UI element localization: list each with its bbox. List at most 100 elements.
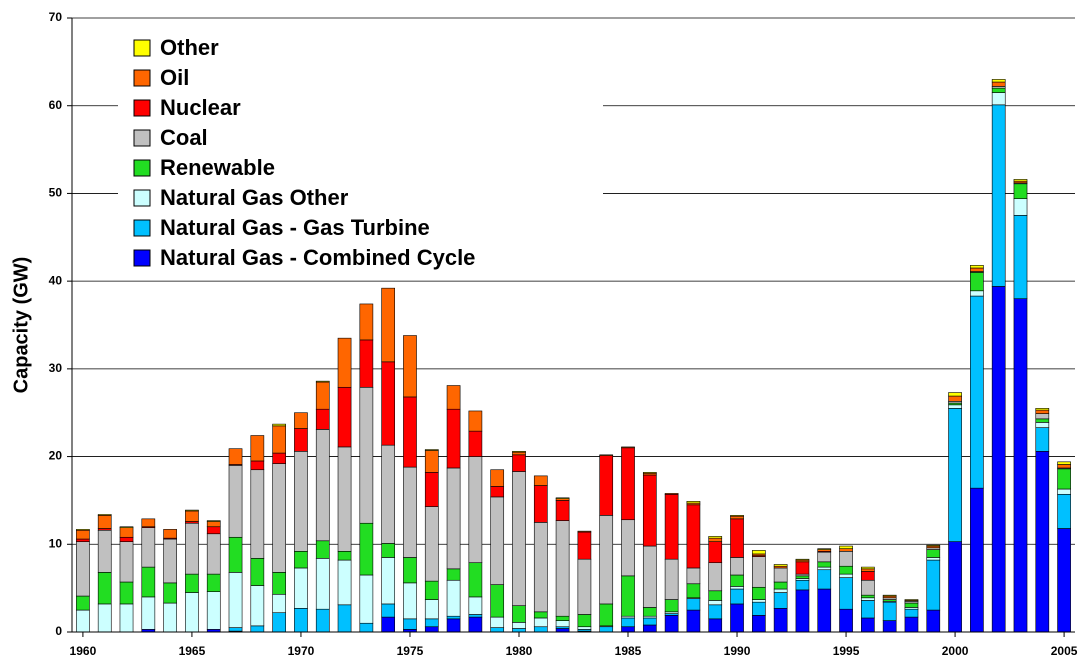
- bar-segment: [904, 602, 919, 608]
- bar-segment: [577, 531, 592, 560]
- bar-segment: [97, 529, 112, 573]
- bar-segment: [904, 608, 919, 618]
- legend-swatch: [133, 99, 151, 117]
- bar-segment: [839, 573, 853, 578]
- bar-segment: [97, 572, 112, 605]
- bar-segment: [1013, 198, 1028, 216]
- legend-label: Natural Gas - Gas Turbine: [160, 215, 430, 240]
- bar-segment: [359, 386, 374, 524]
- bar-segment: [817, 588, 832, 633]
- bar-segment: [773, 567, 788, 583]
- bar-segment: [490, 486, 505, 498]
- bar-segment: [1035, 409, 1050, 414]
- bar-segment: [315, 540, 330, 559]
- bar-segment: [555, 628, 570, 633]
- bar-segment: [97, 515, 112, 529]
- x-tick-label: 1980: [506, 644, 533, 658]
- bar-segment: [708, 537, 723, 542]
- bar-segment: [294, 551, 308, 569]
- bar-segment: [795, 561, 810, 575]
- bar-segment: [555, 500, 570, 521]
- bar-segment: [424, 626, 439, 633]
- bar-segment: [228, 536, 243, 573]
- bar-segment: [337, 559, 352, 606]
- bar-segment: [381, 361, 396, 446]
- bar-segment: [882, 601, 897, 621]
- bar-segment: [686, 567, 701, 585]
- bar-segment: [817, 548, 832, 550]
- bar-segment: [272, 425, 286, 454]
- bar-segment: [315, 408, 330, 430]
- x-tick-label: 1990: [724, 644, 751, 658]
- bar-segment: [490, 469, 505, 487]
- y-tick-label: 50: [49, 186, 63, 200]
- bar-segment: [686, 598, 701, 611]
- bar-segment: [512, 622, 526, 629]
- bar-segment: [795, 589, 810, 633]
- bar-segment: [533, 485, 548, 523]
- bar-segment: [664, 599, 679, 613]
- bar-segment: [403, 335, 417, 398]
- bar-segment: [730, 518, 744, 558]
- legend-swatch: [133, 69, 151, 87]
- bar-segment: [861, 566, 875, 570]
- bar-segment: [403, 618, 417, 630]
- bar-segment: [206, 533, 221, 575]
- bar-segment: [751, 615, 766, 633]
- bar-segment: [381, 557, 396, 605]
- bar-segment: [1057, 464, 1071, 469]
- legend-label: Coal: [160, 125, 208, 150]
- bar-segment: [861, 617, 875, 633]
- bar-segment: [839, 565, 853, 575]
- bar-segment: [424, 472, 439, 507]
- bar-segment: [751, 599, 766, 603]
- bar-segment: [228, 572, 243, 628]
- bar-segment: [730, 588, 744, 605]
- bar-segment: [468, 614, 483, 618]
- bar-segment: [512, 605, 526, 623]
- bar-segment: [1035, 427, 1050, 452]
- bar-segment: [1013, 298, 1028, 633]
- bar-segment: [250, 435, 265, 462]
- bar-segment: [664, 558, 679, 600]
- bar-segment: [250, 469, 265, 559]
- bar-segment: [141, 566, 156, 598]
- bar-segment: [926, 544, 941, 547]
- bar-segment: [708, 600, 723, 606]
- x-tick-label: 2005: [1051, 644, 1078, 658]
- bar-segment: [1035, 418, 1050, 423]
- bar-segment: [490, 584, 505, 618]
- bar-segment: [773, 588, 788, 593]
- bar-segment: [708, 604, 723, 620]
- bar-segment: [512, 471, 526, 606]
- bar-segment: [163, 582, 177, 604]
- bar-segment: [446, 385, 461, 410]
- bar-segment: [250, 585, 265, 627]
- x-tick-label: 1995: [833, 644, 860, 658]
- bar-segment: [250, 558, 265, 586]
- bar-segment: [533, 475, 548, 486]
- bar-segment: [991, 79, 1006, 83]
- bar-segment: [926, 609, 941, 633]
- bar-segment: [599, 455, 614, 516]
- bar-segment: [206, 591, 221, 630]
- bar-segment: [621, 626, 635, 633]
- bar-segment: [185, 509, 199, 512]
- bar-segment: [359, 303, 374, 341]
- bar-segment: [861, 597, 875, 601]
- bar-segment: [381, 616, 396, 633]
- bar-segment: [185, 573, 199, 593]
- y-tick-label: 10: [49, 536, 63, 550]
- bar-segment: [446, 579, 461, 617]
- bar-segment: [882, 620, 897, 633]
- bar-segment: [381, 603, 396, 618]
- legend-swatch: [133, 189, 151, 207]
- bar-segment: [76, 529, 90, 531]
- y-tick-label: 20: [49, 449, 63, 463]
- bar-segment: [926, 549, 941, 558]
- bar-segment: [730, 603, 744, 633]
- bar-segment: [76, 529, 90, 540]
- bar-segment: [119, 603, 134, 633]
- bar-segment: [294, 412, 308, 429]
